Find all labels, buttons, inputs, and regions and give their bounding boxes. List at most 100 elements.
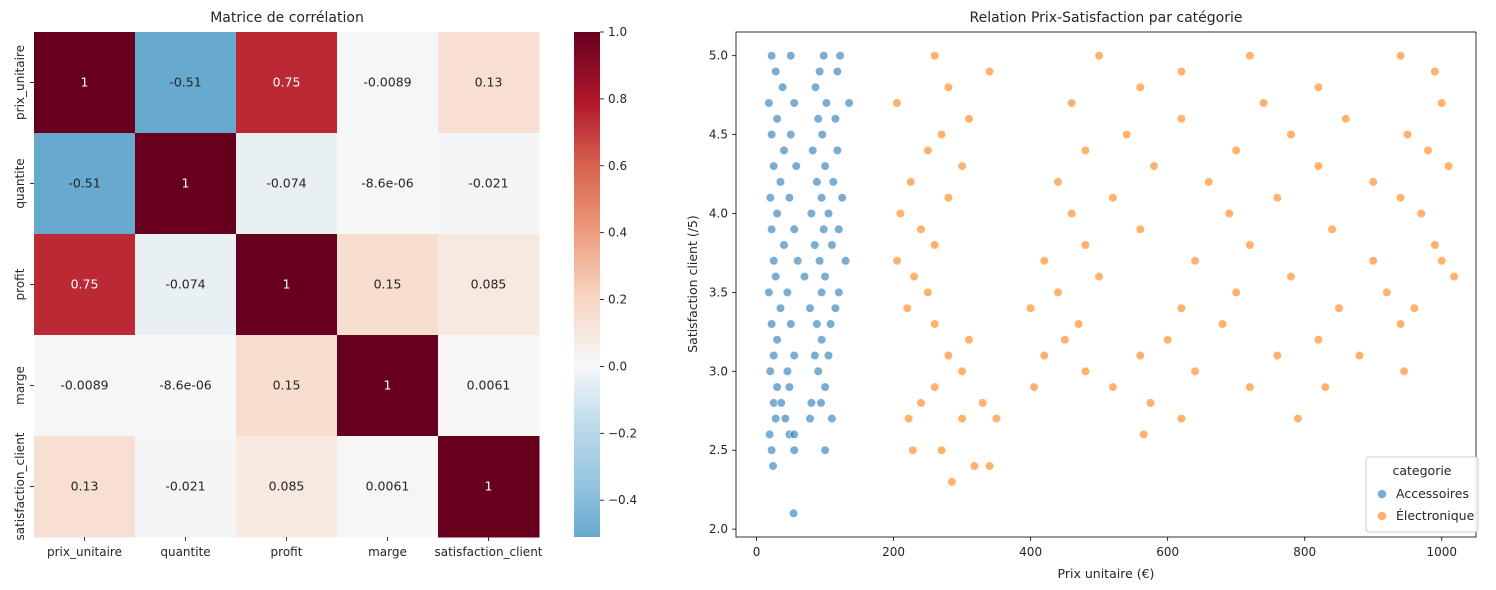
scatter-point-electronique	[1139, 429, 1149, 440]
heatmap-cell	[337, 436, 439, 538]
scatter-point-electronique	[1286, 272, 1296, 282]
heatmap-cell	[337, 133, 439, 235]
scatter-point-electronique	[916, 224, 926, 234]
scatter-point-electronique	[969, 461, 980, 471]
heatmap-cell-label: -0.0089	[363, 75, 411, 90]
scatter-point-electronique	[1217, 319, 1228, 329]
scatter-point-electronique	[892, 98, 902, 108]
scatter-point-electronique	[1135, 82, 1145, 92]
scatter-point-electronique	[1145, 398, 1156, 408]
scatter-point-electronique	[1430, 66, 1440, 77]
scatter-point-accessoires	[828, 177, 838, 187]
scatter-point-accessoires	[827, 240, 837, 250]
scatter-point-accessoires	[805, 414, 815, 424]
heatmap-cell-label: 0.085	[471, 277, 507, 292]
scatter-point-accessoires	[765, 366, 775, 376]
scatter-point-accessoires	[819, 51, 829, 61]
scatter-y-axis-label: Satisfaction client (/5)	[685, 215, 700, 353]
scatter-point-electronique	[923, 287, 933, 298]
scatter-x-axis-label: Prix unitaire (€)	[1058, 566, 1155, 581]
scatter-point-accessoires	[786, 130, 796, 140]
scatter-point-electronique	[1204, 177, 1214, 187]
scatter-point-electronique	[895, 208, 906, 219]
scatter-point-electronique	[957, 161, 967, 171]
scatter-point-accessoires	[775, 177, 786, 187]
scatter-x-tick-label: 200	[882, 545, 905, 559]
scatter-point-accessoires	[793, 256, 803, 266]
heatmap-cell	[236, 32, 338, 134]
scatter-point-electronique	[1354, 350, 1365, 361]
scatter-x-tick-label: 1000	[1426, 545, 1457, 559]
scatter-point-accessoires	[772, 114, 782, 124]
scatter-point-accessoires	[768, 461, 778, 471]
heatmap-cell-label: 0.15	[374, 277, 402, 292]
heatmap-cell	[438, 234, 540, 336]
scatter-point-electronique	[1320, 382, 1330, 392]
scatter-point-electronique	[1341, 114, 1351, 124]
heatmap-cell-label: -8.6e-06	[361, 176, 414, 191]
colorbar-tick-label: 0.4	[608, 226, 627, 240]
legend-label-accessoires: Accessoires	[1396, 486, 1469, 501]
scatter-point-electronique	[1313, 82, 1323, 92]
scatter-point-electronique	[1430, 240, 1440, 250]
scatter-point-accessoires	[816, 193, 827, 203]
scatter-point-accessoires	[780, 414, 790, 424]
correlation-heatmap: Matrice de corrélation 1 -0.51 0.75 -0.0089…	[13, 10, 543, 559]
scatter-point-electronique	[1080, 145, 1090, 155]
heatmap-cell	[135, 335, 237, 437]
scatter-y-ticks: 2.0 2.5 3.0 3.5 4.0 4.5 5.0	[709, 49, 736, 536]
scatter-point-electronique	[1163, 335, 1173, 345]
heatmap-cell	[34, 32, 136, 134]
price-satisfaction-scatter: Relation Prix-Satisfaction par catégorie…	[685, 10, 1479, 581]
scatter-point-accessoires	[769, 256, 779, 266]
colorbar-gradient	[574, 32, 600, 537]
heatmap-x-ticks: prix_unitaire quantite profit marge satisfac…	[47, 537, 543, 559]
scatter-point-electronique	[1399, 366, 1409, 376]
scatter-point-electronique	[1039, 350, 1049, 361]
heatmap-cell	[236, 234, 338, 336]
scatter-point-accessoires	[786, 51, 796, 61]
scatter-point-accessoires	[820, 272, 830, 282]
colorbar-tick-label: 1.0	[608, 25, 627, 39]
scatter-point-accessoires	[771, 414, 781, 424]
scatter-point-electronique	[943, 350, 954, 361]
scatter-point-accessoires	[764, 98, 774, 108]
scatter-point-accessoires	[819, 224, 829, 234]
scatter-x-tick-label: 800	[1293, 545, 1316, 559]
scatter-point-electronique	[1080, 366, 1090, 376]
scatter-point-accessoires	[779, 240, 789, 250]
scatter-point-accessoires	[789, 429, 799, 440]
scatter-title: Relation Prix-Satisfaction par catégorie	[970, 10, 1243, 26]
heatmap-cell	[34, 335, 136, 437]
heatmap-cell	[135, 32, 237, 134]
scatter-point-electronique	[904, 414, 914, 424]
heatmap-x-tick-label: profit	[271, 545, 303, 559]
scatter-point-electronique	[957, 414, 967, 424]
colorbar-tick-label: 0.0	[608, 359, 627, 373]
scatter-point-accessoires	[766, 224, 777, 234]
heatmap-cell	[135, 436, 237, 538]
heatmap-cell-label: 1	[384, 378, 392, 393]
scatter-point-accessoires	[816, 335, 827, 345]
scatter-point-accessoires	[823, 208, 834, 219]
scatter-point-electronique	[1286, 130, 1296, 140]
scatter-point-accessoires	[784, 382, 795, 392]
scatter-point-electronique	[1449, 272, 1459, 282]
scatter-point-electronique	[930, 240, 940, 250]
heatmap-cell-label: 1	[485, 479, 493, 494]
scatter-point-accessoires	[784, 193, 795, 203]
heatmap-x-tick-label: marge	[368, 545, 407, 559]
scatter-point-accessoires	[832, 66, 843, 77]
heatmap-cell	[135, 234, 237, 336]
scatter-y-tick-label: 3.0	[709, 364, 728, 378]
scatter-y-tick-label: 5.0	[709, 49, 728, 63]
scatter-point-electronique	[1313, 335, 1323, 345]
scatter-point-accessoires	[775, 303, 786, 313]
scatter-point-electronique	[1382, 287, 1392, 298]
scatter-point-electronique	[1060, 335, 1070, 345]
scatter-point-accessoires	[821, 98, 832, 108]
scatter-point-electronique	[1272, 350, 1282, 361]
scatter-point-electronique	[964, 114, 974, 124]
scatter-point-accessoires	[769, 350, 779, 361]
scatter-point-accessoires	[766, 51, 777, 61]
